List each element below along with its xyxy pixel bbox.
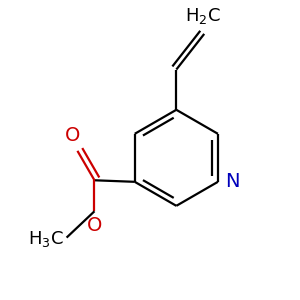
Text: O: O xyxy=(87,216,102,235)
Text: N: N xyxy=(225,172,239,191)
Text: H$_2$C: H$_2$C xyxy=(185,6,220,26)
Text: O: O xyxy=(65,126,80,145)
Text: H$_3$C: H$_3$C xyxy=(28,229,64,249)
